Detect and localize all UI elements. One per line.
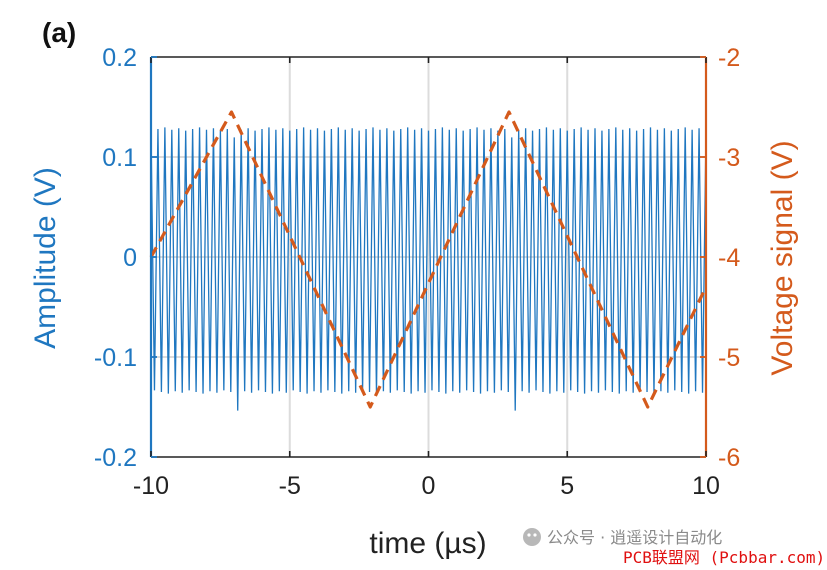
left-tick-label: -0.1 <box>94 344 137 372</box>
x-tick-label: -5 <box>279 472 301 500</box>
panel-label: (a) <box>42 17 76 48</box>
left-tick-label: 0 <box>123 244 137 272</box>
amplitude-series <box>150 127 707 411</box>
x-axis-label: time (µs) <box>369 527 486 560</box>
wechat-icon-eye <box>533 533 537 537</box>
right-tick-label: -6 <box>718 444 740 472</box>
wechat-icon-eye <box>527 533 531 537</box>
left-tick-label: 0.2 <box>102 44 137 72</box>
right-tick-label: -3 <box>718 144 740 172</box>
left-tick-label: -0.2 <box>94 444 137 472</box>
x-tick-label: 10 <box>692 472 720 500</box>
right-tick-label: -2 <box>718 44 740 72</box>
amplitude-line <box>150 127 707 411</box>
left-tick-label: 0.1 <box>102 144 137 172</box>
watermark-line2: PCB联盟网 (Pcbbar.com) <box>623 548 825 567</box>
right-tick-label: -5 <box>718 344 740 372</box>
x-tick-label: 5 <box>560 472 574 500</box>
watermark: 公众号 · 逍遥设计自动化 PCB联盟网 (Pcbbar.com) <box>523 528 825 567</box>
tick-labels: -10 -5 0 5 10 0.2 0.1 0 -0.1 -0.2 -2 -3 -4 -5 -6 <box>94 44 740 500</box>
watermark-line1: 公众号 · 逍遥设计自动化 <box>547 528 722 547</box>
right-tick-label: -4 <box>718 244 740 272</box>
voltage-signal-line <box>149 110 708 409</box>
x-tick-label: -10 <box>133 472 169 500</box>
voltage-signal-series <box>149 110 708 409</box>
wechat-icon <box>523 528 541 546</box>
x-tick-label: 0 <box>422 472 436 500</box>
right-axis-label: Voltage signal (V) <box>766 140 799 375</box>
left-axis-label: Amplitude (V) <box>29 167 62 349</box>
